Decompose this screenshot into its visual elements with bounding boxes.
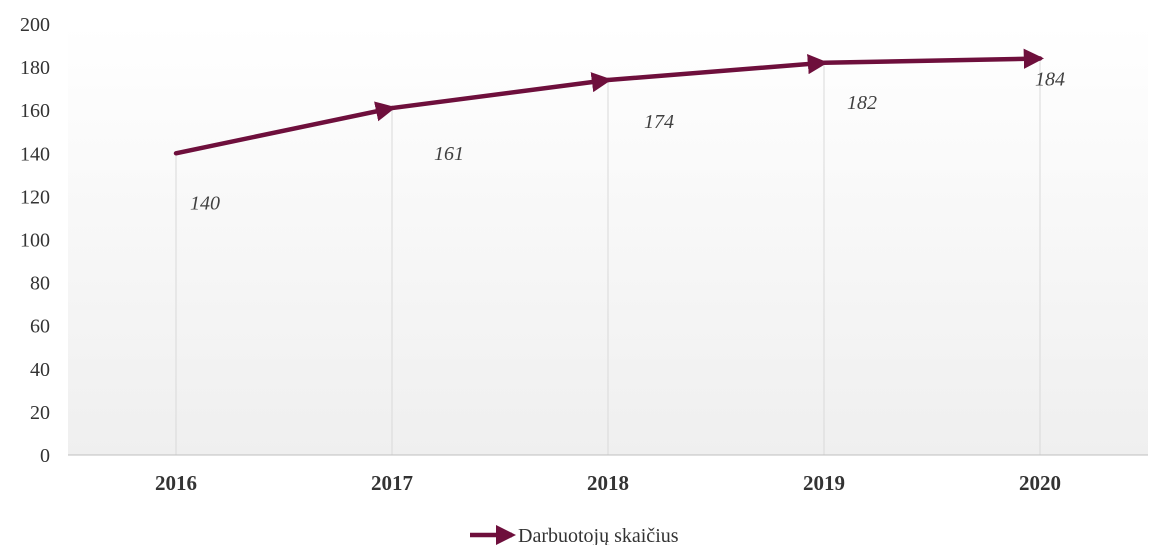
series-segment-2016-2017: [173, 101, 396, 156]
data-label-2017: 161: [434, 143, 464, 165]
y-axis-ticks: 0 20 40 60 80 100 120 140 160 180 200: [20, 14, 50, 467]
data-label-2019: 182: [847, 92, 877, 114]
y-tick-label-20: 20: [30, 402, 50, 424]
y-tick-label-200: 200: [20, 14, 50, 36]
y-tick-label-120: 120: [20, 186, 50, 208]
data-label-2020: 184: [1035, 68, 1065, 90]
y-tick-label-180: 180: [20, 57, 50, 79]
data-label-2016: 140: [190, 192, 220, 214]
legend: Darbuotojų skaičius: [470, 524, 679, 545]
data-labels: 140 161 174 182 184: [190, 68, 1065, 214]
series-lines: [173, 48, 1045, 156]
x-tick-label-2019: 2019: [803, 471, 845, 495]
y-tick-label-40: 40: [30, 359, 50, 381]
x-tick-label-2020: 2020: [1019, 471, 1061, 495]
legend-label: Darbuotojų skaičius: [518, 525, 679, 545]
series-segment-2017-2018: [389, 72, 613, 111]
y-tick-label-160: 160: [20, 100, 50, 122]
x-tick-label-2017: 2017: [371, 471, 413, 495]
data-label-2018: 174: [644, 111, 674, 133]
y-tick-label-100: 100: [20, 230, 50, 252]
y-tick-label-0: 0: [40, 445, 50, 467]
y-tick-label-60: 60: [30, 316, 50, 338]
x-tick-label-2018: 2018: [587, 471, 629, 495]
series-segment-2019-2020: [821, 48, 1045, 69]
series-segment-2018-2019: [605, 53, 829, 83]
y-tick-label-140: 140: [20, 143, 50, 165]
gridlines: [175, 58, 1041, 455]
x-axis-ticks: 2016 2017 2018 2019 2020: [155, 471, 1061, 495]
x-tick-label-2016: 2016: [155, 471, 197, 495]
y-tick-label-80: 80: [30, 273, 50, 295]
